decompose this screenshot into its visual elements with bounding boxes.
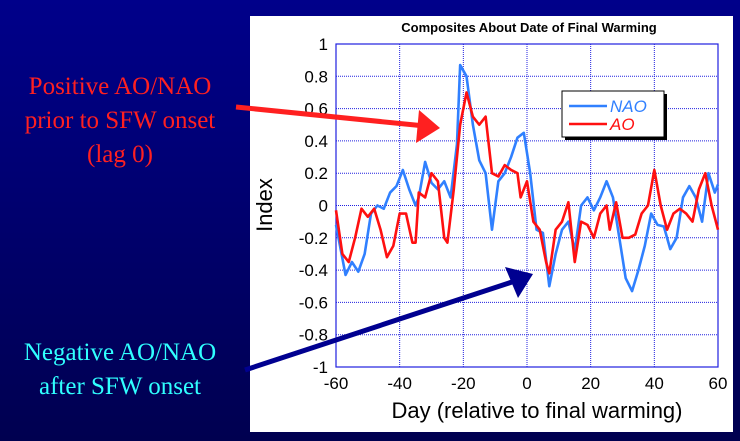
y-tick-label: 0 — [319, 197, 328, 216]
plot-frame — [335, 43, 719, 368]
series-line-ao — [334, 91, 720, 275]
y-tick-label: 0.2 — [304, 164, 328, 183]
y-axis-label: Index — [252, 178, 277, 232]
x-tick-label: -20 — [451, 374, 476, 393]
red-arrow-shaft — [235, 104, 426, 129]
negative-line-2: after SFW onset — [38, 373, 201, 400]
negative-line-1: Negative AO/NAO — [23, 339, 217, 366]
y-tick-label: 0.4 — [304, 132, 328, 151]
y-tick-label: -0.4 — [299, 261, 328, 280]
legend-box — [561, 90, 665, 138]
x-axis-label: Day (relative to final warming) — [392, 398, 683, 423]
x-tick-label: 0 — [522, 374, 531, 393]
positive-line-3: (lag 0) — [87, 141, 153, 168]
positive-annotation: Positive AO/NAO prior to SFW onset (lag … — [0, 70, 240, 172]
positive-line-2: prior to SFW onset — [24, 107, 216, 134]
y-tick-label: 0.8 — [304, 67, 328, 86]
x-tick-label: 20 — [581, 374, 600, 393]
y-tick-label: -0.2 — [299, 229, 328, 248]
x-tick-label: -40 — [387, 374, 412, 393]
legend-label: AO — [609, 115, 635, 134]
y-tick-label: 1 — [319, 35, 328, 54]
x-tick-label: 40 — [645, 374, 664, 393]
chart-title: Composites About Date of Final Warming — [401, 20, 656, 35]
x-tick-label: -60 — [324, 374, 349, 393]
x-tick-label: 60 — [709, 374, 728, 393]
legend-label: NAO — [610, 97, 647, 116]
y-tick-label: -1 — [313, 358, 328, 377]
y-tick-label: -0.6 — [299, 293, 328, 312]
y-tick-label: -0.8 — [299, 326, 328, 345]
positive-line-1: Positive AO/NAO — [28, 73, 212, 100]
red-arrow-head — [416, 110, 440, 143]
navy-arrow-shaft — [244, 278, 516, 373]
series-line-nao — [334, 63, 720, 293]
negative-annotation: Negative AO/NAO after SFW onset — [0, 336, 240, 404]
navy-arrow-head — [505, 267, 533, 298]
